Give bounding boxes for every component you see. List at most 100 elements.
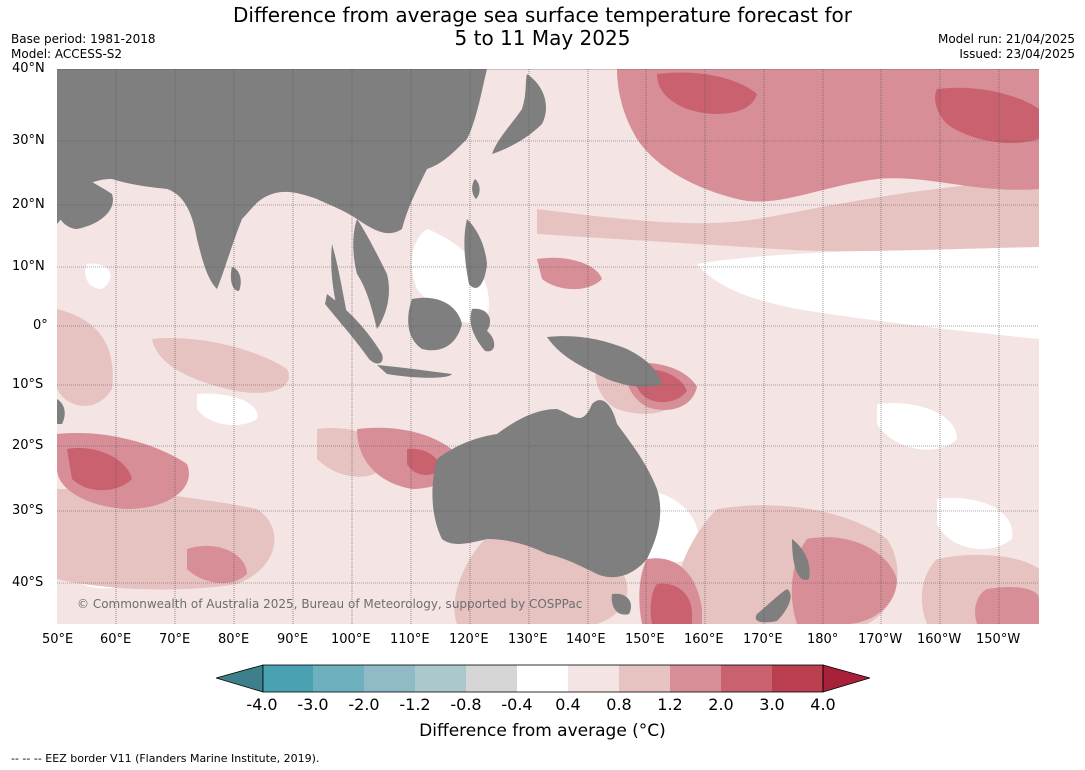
new-zealand-south-land [755,589,791,623]
anomaly-zone [791,537,897,624]
lat-label: 10°N [12,259,45,274]
anomaly-zone [454,529,628,624]
philippines-land [464,219,487,288]
sulawesi-land [470,308,495,352]
colorbar-segment [466,665,517,692]
model-info: Base period: 1981-2018 Model: ACCESS-S2 [11,32,156,62]
anomaly-zone [935,87,1039,144]
anomaly-zone [187,545,247,584]
madagascar-land [57,399,65,424]
colorbar-tick: 3.0 [759,695,785,714]
colorbar-tick: 2.0 [708,695,734,714]
lat-label: 40°S [12,575,44,590]
colorbar [216,664,870,693]
lon-label: 170°W [858,632,903,647]
lat-label: 20°N [12,197,45,212]
taiwan-land [472,179,480,199]
new-guinea-land [547,336,662,387]
colorbar-segment [568,665,619,692]
colorbar-segment [313,665,364,692]
lat-label: 30°N [12,133,45,148]
lat-label: 20°S [12,438,44,453]
anomaly-zone [197,393,258,426]
land-masses [57,69,810,623]
colorbar-tick: -0.8 [450,695,482,714]
anomaly-zone [152,338,289,393]
lon-label: 160°E [684,632,724,647]
anomaly-zone [975,587,1039,624]
new-zealand-north-land [792,539,810,580]
lon-label: 90°E [277,632,309,647]
anomaly-zone [57,309,113,406]
colorbar-tick: -0.4 [501,695,533,714]
colorbar-segment [517,665,568,692]
lon-label: 180° [807,632,839,647]
colorbar-segment [263,665,313,692]
colorbar-title: Difference from average (°C) [419,721,666,741]
japan-land [492,74,547,154]
anomaly-zone [537,179,1039,252]
colorbar-segment [772,665,823,692]
colorbar-max-arrow [822,664,870,693]
lon-label: 150°W [976,632,1021,647]
anomaly-zone [657,72,757,114]
lat-label: 10°S [12,377,44,392]
base-period: Base period: 1981-2018 [11,32,156,46]
lon-label: 70°E [159,632,191,647]
anomaly-zone [407,448,440,475]
asia-land [57,69,487,289]
colorbar-segment [364,665,415,692]
anomaly-zone [697,247,1039,339]
eez-border-note: -- -- -- EEZ border V11 (Flanders Marine… [11,752,320,765]
lon-label: 120°E [449,632,489,647]
lon-label: 150°E [625,632,665,647]
anomaly-zone [877,403,957,450]
lat-label: 0° [33,318,48,333]
title-line-1: Difference from average sea surface temp… [232,3,852,27]
colorbar-segment [721,665,772,692]
lon-label: 140°E [566,632,606,647]
colorbar-segment [415,665,466,692]
colorbar-tick: -4.0 [246,695,278,714]
borneo-land [408,297,462,351]
colorbar-segment [619,665,670,692]
colorbar-tick: -3.0 [297,695,329,714]
colorbar-tick: 0.8 [606,695,632,714]
anomaly-zone [85,263,111,289]
lon-label: 80°E [218,632,250,647]
anomaly-zone [650,583,692,624]
sumatra-land [325,294,383,364]
run-info: Model run: 21/04/2025 Issued: 23/04/2025 [938,32,1075,62]
sri-lanka-land [230,267,241,291]
lat-label: 40°N [12,61,45,76]
lon-label: 160°W [917,632,962,647]
colorbar-segment [670,665,721,692]
lat-label: 30°S [12,503,44,518]
map-title: Difference from average sea surface temp… [0,4,1085,50]
java-land [377,365,452,378]
colorbar-min-arrow [216,664,264,693]
colorbar-tick: 4.0 [810,695,836,714]
anomaly-zone [537,257,602,290]
lon-label: 60°E [100,632,132,647]
lon-label: 110°E [390,632,430,647]
australia-land [432,400,661,578]
sst-anomaly-map [57,69,1039,624]
arabian-peninsula-land [57,164,113,229]
model-run-date: Model run: 21/04/2025 [937,32,1075,46]
graticule [57,69,1039,624]
malay-peninsula-land [331,244,348,327]
colorbar-frame [262,664,824,693]
colorbar-tick: 1.2 [657,695,683,714]
indochina-land [353,219,389,329]
lon-label: 100°E [331,632,371,647]
colorbar-tick: -2.0 [348,695,380,714]
colorbar-tick: 0.4 [555,695,581,714]
colorbar-tick: -1.2 [399,695,431,714]
copyright-notice: © Commonwealth of Australia 2025, Bureau… [77,597,583,611]
lon-label: 130°E [508,632,548,647]
model-name: Model: ACCESS-S2 [11,47,123,61]
title-line-2: 5 to 11 May 2025 [454,26,631,50]
issued-date: Issued: 23/04/2025 [959,47,1075,61]
lon-label: 50°E [42,632,74,647]
